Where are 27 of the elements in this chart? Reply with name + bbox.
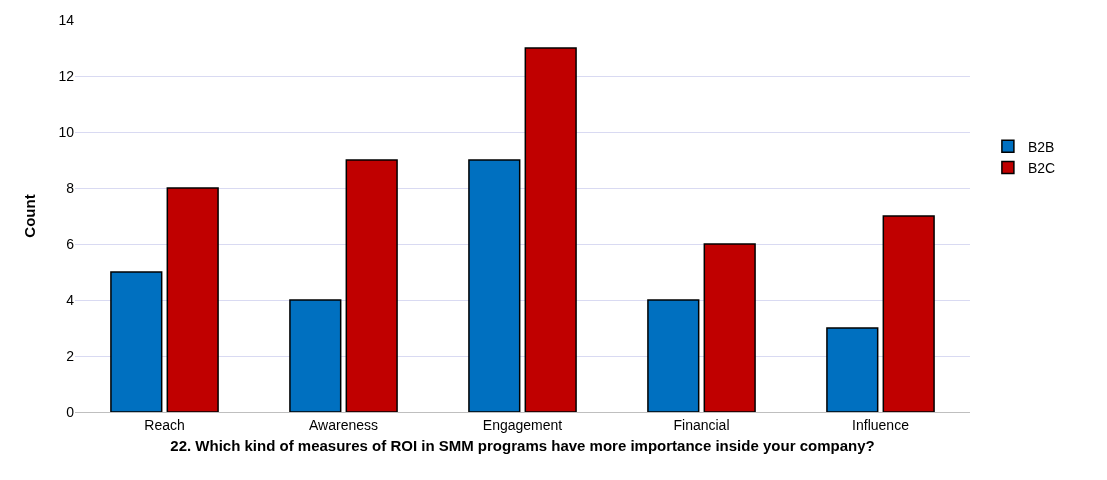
bar [647,299,700,412]
y-axis-title: Count [21,194,38,238]
x-axis-title: 22. Which kind of measures of ROI in SMM programs have more importance inside your company? [170,436,875,454]
bar [524,47,577,412]
y-tick-label: 14 [58,11,75,28]
bar [468,159,521,412]
y-tick-label: 12 [58,67,75,84]
x-tick-label: Awareness [308,416,379,433]
x-tick-label: Engagement [482,416,563,433]
legend-label: B2C [1027,159,1056,176]
x-tick-label: Financial [673,416,730,433]
bar [289,299,342,412]
y-tick-label: 2 [66,347,75,364]
bar [703,243,756,412]
y-tick-label: 4 [66,291,75,308]
bar [882,215,935,412]
bar [826,327,879,412]
bar [345,159,398,412]
bar [110,271,163,412]
bar [166,187,219,412]
y-tick-label: 10 [58,123,75,140]
y-tick-label: 0 [66,403,75,420]
y-tick-label: 8 [66,179,75,196]
legend-label: B2B [1027,138,1055,155]
x-tick-label: Reach [144,416,185,433]
x-tick-label: Influence [852,416,910,433]
y-tick-label: 6 [66,235,75,252]
